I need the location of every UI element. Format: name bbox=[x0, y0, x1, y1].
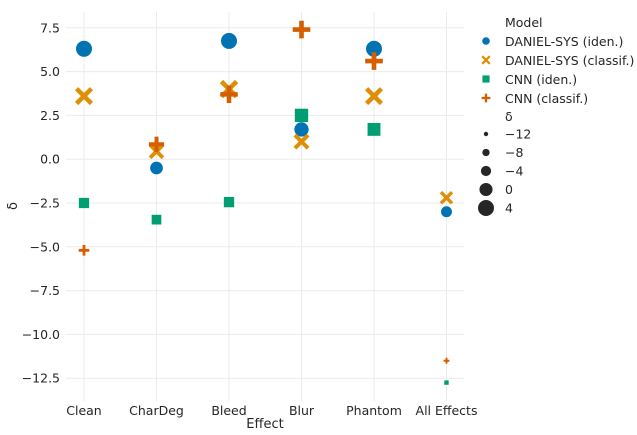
y-tick-label: 5.0 bbox=[40, 64, 60, 79]
y-tick-label: −12.5 bbox=[22, 371, 60, 386]
x-axis-label: Effect bbox=[246, 417, 283, 430]
data-marks bbox=[74, 20, 454, 385]
point-daniel-sys-iden bbox=[440, 205, 453, 219]
size-legend-label: 4 bbox=[505, 201, 513, 216]
point-cnn-classif bbox=[148, 136, 165, 152]
plot-area bbox=[66, 12, 464, 401]
y-axis-label: δ bbox=[6, 202, 21, 210]
size-legend-marker bbox=[477, 199, 495, 217]
tick-labels: 7.5 5.0 2.5 0.0 −2.5 −5.0 −7.5 −10.0 −12.5 Clean C… bbox=[22, 20, 478, 418]
point-cnn-iden bbox=[367, 122, 381, 136]
grid bbox=[66, 12, 464, 401]
size-legend-marker bbox=[481, 148, 491, 157]
y-tick-label: −10.0 bbox=[22, 327, 60, 342]
x-tick-label: All Effects bbox=[416, 403, 478, 418]
point-daniel-sys-iden bbox=[220, 32, 238, 50]
legend: Model δ DANIEL-SYS (iden.) DANIEL-SYS (cl… bbox=[477, 15, 634, 217]
point-daniel-sys-classif bbox=[74, 87, 94, 106]
point-cnn-iden bbox=[78, 197, 90, 209]
point-daniel-sys-classif bbox=[439, 191, 454, 205]
size-legend-label: −4 bbox=[505, 164, 523, 179]
legend-entry-label: CNN (classif.) bbox=[505, 91, 588, 106]
y-tick-label: 0.0 bbox=[40, 152, 60, 167]
y-tick-label: 7.5 bbox=[40, 20, 60, 35]
size-legend-marker bbox=[482, 130, 489, 137]
x-tick-label: Bleed bbox=[211, 403, 246, 418]
point-daniel-sys-classif bbox=[293, 133, 310, 150]
point-daniel-sys-iden bbox=[75, 39, 93, 58]
legend-entry-label: DANIEL-SYS (classif.) bbox=[505, 53, 634, 68]
point-cnn-classif bbox=[220, 85, 238, 104]
x-tick-label: Phantom bbox=[346, 403, 402, 418]
y-tick-label: −5.0 bbox=[30, 239, 60, 254]
y-tick-label: −7.5 bbox=[30, 283, 60, 298]
legend-marker bbox=[482, 75, 490, 83]
point-cnn-classif bbox=[365, 52, 383, 70]
point-cnn-iden bbox=[294, 108, 309, 123]
legend-entry-label: DANIEL-SYS (iden.) bbox=[505, 34, 623, 49]
x-tick-label: Blur bbox=[289, 403, 315, 418]
point-daniel-sys-classif bbox=[364, 87, 384, 106]
point-cnn-classif bbox=[292, 20, 311, 39]
legend-marker bbox=[481, 36, 491, 46]
legend-entry-label: CNN (iden.) bbox=[505, 72, 577, 87]
size-legend-marker bbox=[478, 182, 494, 197]
size-legend-label: −12 bbox=[505, 127, 531, 142]
legend-marker bbox=[481, 55, 491, 65]
y-tick-label: 2.5 bbox=[40, 108, 60, 123]
x-tick-label: CharDeg bbox=[129, 403, 184, 418]
size-legend-label: −8 bbox=[505, 145, 523, 160]
point-daniel-sys-iden bbox=[149, 160, 164, 176]
point-cnn-iden bbox=[444, 380, 449, 385]
size-legend-title: δ bbox=[505, 109, 513, 124]
point-cnn-iden bbox=[223, 196, 235, 208]
point-cnn-iden bbox=[151, 214, 162, 225]
legend-title: Model bbox=[505, 15, 543, 30]
y-tick-label: −2.5 bbox=[30, 195, 60, 210]
x-tick-label: Clean bbox=[66, 403, 101, 418]
size-legend-marker bbox=[480, 165, 492, 177]
size-legend-label: 0 bbox=[505, 182, 513, 197]
point-cnn-classif bbox=[443, 357, 450, 364]
point-cnn-classif bbox=[78, 244, 90, 256]
legend-marker bbox=[481, 93, 491, 103]
